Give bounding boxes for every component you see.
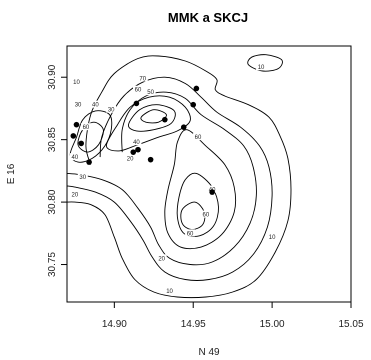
contour-label-3: 40 xyxy=(92,103,99,109)
data-point-3 xyxy=(86,159,92,165)
contour-label-bg-11 xyxy=(131,138,142,146)
y-axis-label: E 16 xyxy=(6,163,17,184)
contour-line-60-4 xyxy=(176,172,219,237)
contour-label-19: 10 xyxy=(166,289,173,295)
contour-label-5: 30 xyxy=(79,175,86,181)
data-point-10 xyxy=(135,146,141,153)
data-point-8 xyxy=(180,124,187,130)
contour-label-9: 50 xyxy=(147,90,154,96)
contour-label-1: 30 xyxy=(75,103,82,109)
contour-label-2: 60 xyxy=(83,125,90,131)
x-tick-label-2: 15.00 xyxy=(260,319,285,330)
contour-line-40-3 xyxy=(164,129,237,250)
data-point-12 xyxy=(209,189,215,195)
contour-label-4: 40 xyxy=(72,155,79,161)
contour-label-bg-16 xyxy=(185,229,196,237)
contour-label-bg-2 xyxy=(80,123,91,131)
contour-label-15: 60 xyxy=(203,213,210,219)
contour-label-bg-7 xyxy=(137,74,148,82)
contour-line-40-9 xyxy=(69,110,113,163)
data-point-6 xyxy=(193,85,200,92)
contour-label-11: 40 xyxy=(133,140,140,146)
contour-line-10-11 xyxy=(247,54,283,72)
y-tick-label-0: 30.75 xyxy=(47,252,58,277)
contour-line-10-0 xyxy=(66,55,292,299)
contour-label-bg-3 xyxy=(90,100,101,108)
contour-label-12: 20 xyxy=(127,156,134,162)
contour-label-17: 10 xyxy=(269,235,276,241)
x-tick-label-3: 15.05 xyxy=(338,319,363,330)
contour-label-bg-0 xyxy=(71,78,82,86)
x-tick-label-1: 14.95 xyxy=(181,319,206,330)
contour-labels: 1030604040302070605030402010406060102010… xyxy=(69,63,278,295)
data-point-2 xyxy=(78,140,84,147)
contour-label-bg-14 xyxy=(207,185,218,193)
contour-label-bg-5 xyxy=(77,173,88,181)
data-point-9 xyxy=(130,149,137,155)
contour-line-40-6 xyxy=(105,95,191,152)
y-tick-label-1: 30.80 xyxy=(47,189,58,214)
x-tick-label-0: 14.90 xyxy=(102,319,127,330)
data-point-11 xyxy=(147,156,154,163)
contour-label-bg-4 xyxy=(69,153,80,161)
contour-label-bg-9 xyxy=(145,88,156,96)
data-point-4 xyxy=(133,100,140,107)
contour-label-bg-13 xyxy=(256,63,267,71)
contour-label-bg-8 xyxy=(133,85,143,93)
contour-label-7: 70 xyxy=(139,76,146,82)
data-point-5 xyxy=(162,116,168,123)
data-point-1 xyxy=(70,133,77,139)
data-points xyxy=(70,85,215,195)
contour-label-10: 30 xyxy=(108,108,115,114)
contour-label-18: 20 xyxy=(158,256,165,262)
data-point-0 xyxy=(73,121,80,128)
contour-line-60-7 xyxy=(128,104,176,132)
contour-label-bg-10 xyxy=(106,105,117,113)
data-point-7 xyxy=(190,101,197,108)
contour-lines xyxy=(66,54,292,299)
contour-label-bg-17 xyxy=(267,233,278,241)
contour-label-20: 60 xyxy=(195,135,202,141)
contour-label-0: 10 xyxy=(73,80,80,86)
plot-frame xyxy=(66,45,352,303)
contour-label-bg-6 xyxy=(69,190,80,198)
chart-title: MMK a SKCJ xyxy=(168,10,248,25)
contour-label-8: 60 xyxy=(135,88,142,94)
contour-label-bg-18 xyxy=(156,254,167,262)
contour-label-bg-19 xyxy=(164,286,175,294)
y-tick-label-3: 30.90 xyxy=(47,64,58,89)
contour-label-bg-15 xyxy=(200,210,211,218)
contour-label-16: 60 xyxy=(187,231,194,237)
contour-label-bg-1 xyxy=(73,100,84,108)
x-axis-label: N 49 xyxy=(198,347,220,358)
contour-label-6: 20 xyxy=(72,193,79,199)
y-tick-label-2: 30.85 xyxy=(47,127,58,152)
contour-label-bg-20 xyxy=(192,133,203,141)
y-axis: 30.75 30.80 30.85 30.90 xyxy=(47,64,67,277)
x-axis: 14.90 14.95 15.00 15.05 xyxy=(102,302,364,330)
contour-label-bg-12 xyxy=(125,154,136,162)
contour-label-13: 10 xyxy=(258,65,265,71)
contour-line-30-2 xyxy=(66,91,257,266)
